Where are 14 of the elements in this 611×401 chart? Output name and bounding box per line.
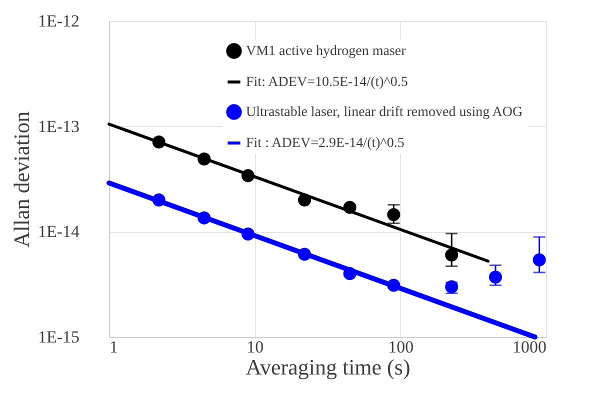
- y-tick-label: 1E-13: [38, 116, 80, 136]
- y-tick-label: 1E-14: [38, 222, 80, 242]
- legend-label: VM1 active hydrogen maser: [246, 44, 406, 59]
- x-tick-label: 1: [110, 338, 118, 356]
- legend-label: Fit: ADEV=10.5E-14/(t)^0.5: [246, 75, 408, 90]
- legend-label: Fit : ADEV=2.9E-14/(t)^0.5: [246, 136, 404, 151]
- y-axis-title: Allan deviation: [8, 111, 34, 248]
- y-tick-label: 1E-15: [38, 328, 80, 346]
- x-tick-label: 1000: [512, 338, 546, 356]
- y-tick-label: 1E-12: [38, 12, 80, 30]
- legend-label: Ultrastable laser, linear drift removed using AOG: [246, 105, 523, 120]
- x-axis-title: Averaging time (s): [246, 354, 410, 380]
- x-tick-label: 10: [246, 338, 264, 356]
- x-tick-label: 100: [388, 338, 414, 356]
